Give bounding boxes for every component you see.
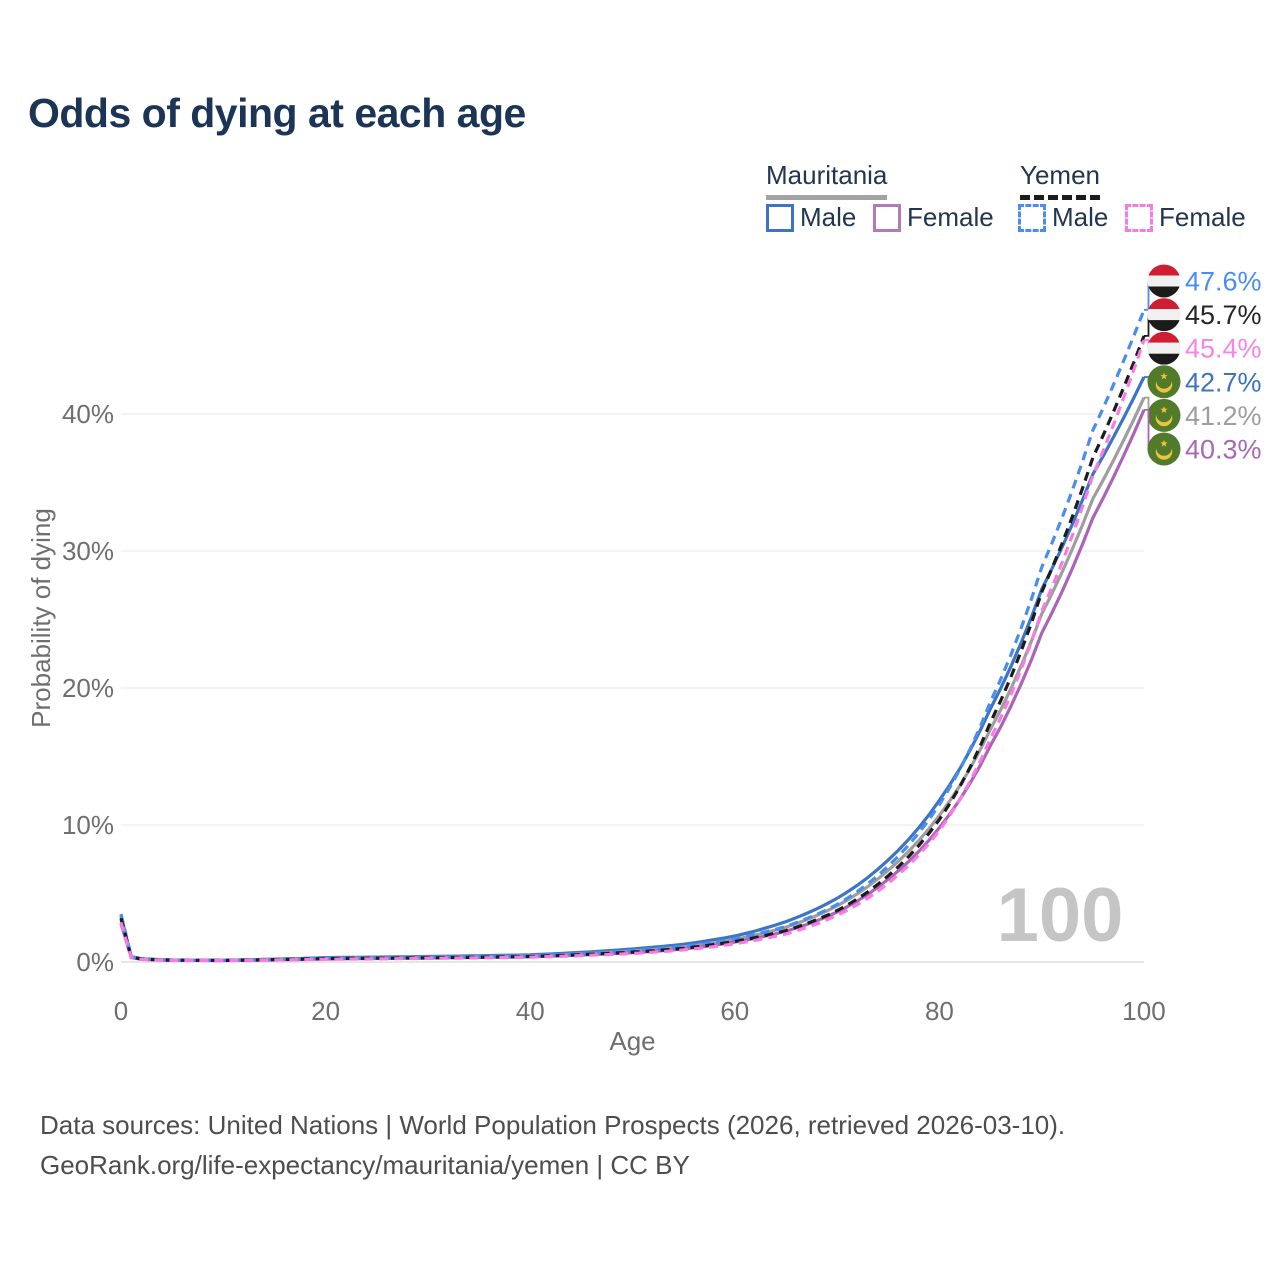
legend-item-label: Male xyxy=(800,202,857,232)
x-tick-label-20: 20 xyxy=(311,996,340,1026)
legend-item-mauritania-male[interactable]: Male xyxy=(766,202,856,233)
mauritania-flag-icon xyxy=(1147,432,1181,466)
legend-item-label: Male xyxy=(1052,202,1109,232)
legend-item-mauritania-female[interactable]: Female xyxy=(873,202,994,233)
end-label-yemen-overall: 45.7% xyxy=(1185,300,1262,330)
legend-item-yemen-female[interactable]: Female xyxy=(1125,202,1246,233)
dashed-female-swatch-icon xyxy=(1125,203,1153,232)
series-line-yemen-female xyxy=(119,339,1146,963)
end-label-mauritania-overall: 41.2% xyxy=(1185,401,1262,431)
yemen-flag-icon xyxy=(1147,298,1181,332)
y-tick-label-20: 20% xyxy=(62,673,114,703)
yemen-flag-icon xyxy=(1147,331,1181,365)
x-axis-title: Age xyxy=(609,1026,655,1056)
legend-item-label: Female xyxy=(1159,202,1246,232)
end-label-mauritania-male: 42.7% xyxy=(1185,367,1262,397)
legend-group-yemen[interactable]: Yemen xyxy=(1020,160,1100,200)
footer-attribution: GeoRank.org/life-expectancy/mauritania/y… xyxy=(40,1150,690,1180)
solid-male-swatch-icon xyxy=(766,203,794,232)
yemen-flag-icon xyxy=(1147,264,1181,298)
x-tick-label-40: 40 xyxy=(516,996,545,1026)
series-line-mauritania-male xyxy=(119,376,1146,962)
y-axis-title: Probability of dying xyxy=(26,508,56,728)
y-tick-label-10: 10% xyxy=(62,810,114,840)
series-line-yemen-overall xyxy=(119,335,1146,963)
y-tick-label-0: 0% xyxy=(76,947,114,977)
x-tick-label-100: 100 xyxy=(1122,996,1165,1026)
x-tick-label-80: 80 xyxy=(925,996,954,1026)
y-tick-label-40: 40% xyxy=(62,399,114,429)
series-line-mauritania-female xyxy=(119,409,1146,963)
end-label-yemen-male: 47.6% xyxy=(1185,267,1262,297)
end-label-mauritania-female: 40.3% xyxy=(1185,435,1262,465)
legend-item-yemen-male[interactable]: Male xyxy=(1018,202,1108,233)
solid-female-swatch-icon xyxy=(873,203,901,232)
x-tick-label-0: 0 xyxy=(114,996,128,1026)
age-counter-watermark: 100 xyxy=(996,873,1124,958)
series-line-mauritania-overall xyxy=(119,396,1146,963)
x-tick-label-60: 60 xyxy=(720,996,749,1026)
page-title: Odds of dying at each age xyxy=(28,90,526,136)
footer-data-sources: Data sources: United Nations | World Pop… xyxy=(40,1110,1066,1140)
legend-item-label: Female xyxy=(907,202,994,232)
end-label-yemen-female: 45.4% xyxy=(1185,334,1262,364)
series-line-yemen-male xyxy=(119,309,1146,962)
y-tick-label-30: 30% xyxy=(62,536,114,566)
mauritania-flag-icon xyxy=(1147,365,1181,399)
legend-group-mauritania[interactable]: Mauritania xyxy=(766,160,888,200)
dashed-male-swatch-icon xyxy=(1018,203,1046,232)
mauritania-flag-icon xyxy=(1147,398,1181,432)
